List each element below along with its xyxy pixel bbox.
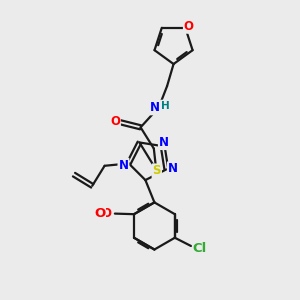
- Text: methoxy: methoxy: [97, 212, 103, 213]
- Text: N: N: [118, 159, 128, 172]
- Text: O: O: [184, 20, 194, 33]
- Text: O: O: [94, 207, 105, 220]
- Text: Cl: Cl: [193, 242, 207, 255]
- Text: S: S: [152, 164, 161, 177]
- Text: N: N: [168, 162, 178, 175]
- Text: H: H: [161, 100, 170, 110]
- Text: O: O: [102, 207, 112, 220]
- Text: N: N: [150, 101, 160, 114]
- Text: N: N: [159, 136, 169, 149]
- Text: O: O: [110, 115, 120, 128]
